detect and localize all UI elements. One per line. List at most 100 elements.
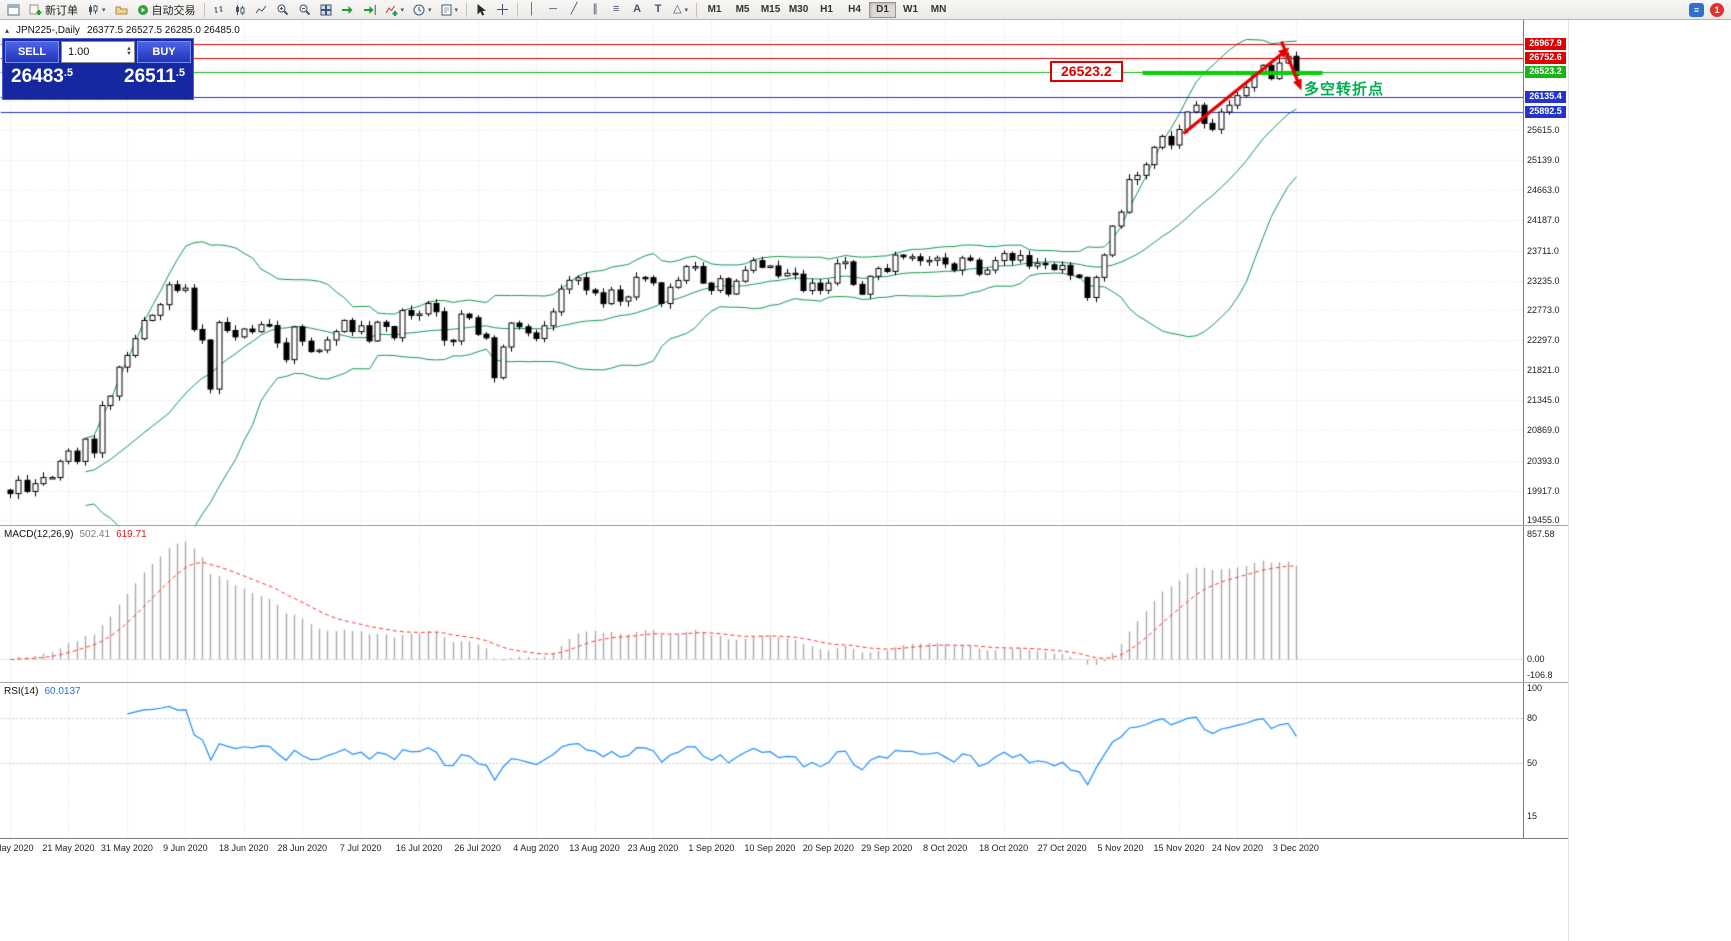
one-click-trading-panel: SELL 1.00 ▲ ▼ BUY 26483.5 26511.5	[2, 38, 194, 100]
autotrading-button[interactable]: 自动交易	[133, 1, 200, 19]
time-tick-label: 23 Aug 2020	[627, 843, 679, 853]
new-order-icon	[29, 4, 42, 15]
vertical-line-button[interactable]: │	[522, 1, 542, 19]
zoom-out-button[interactable]	[294, 1, 315, 19]
timeframe-h1-button[interactable]: H1	[813, 2, 840, 18]
time-axis[interactable]: 2 May 2020 21 May 2020 31 May 2020 9 Jun 20…	[0, 838, 1568, 858]
volume-down-icon[interactable]: ▼	[126, 51, 132, 57]
rsi-panel-separator[interactable]	[0, 682, 1568, 683]
timeframe-m30-button[interactable]: M30	[785, 2, 812, 18]
sell-button[interactable]: SELL	[5, 41, 59, 63]
time-tick-label: 31 May 2020	[100, 843, 153, 853]
timeframe-w1-button[interactable]: W1	[897, 2, 924, 18]
time-tick-label: 13 Aug 2020	[569, 843, 620, 853]
chevron-down-icon: ▾	[400, 6, 405, 14]
toolbar-separator	[203, 2, 205, 17]
cursor-button[interactable]	[471, 1, 491, 19]
clock-icon	[413, 4, 425, 15]
periods-button[interactable]: ▾	[409, 1, 436, 19]
macd-signal-value: 619.71	[116, 529, 147, 540]
time-tick-label: 8 Oct 2020	[923, 843, 968, 853]
chart-title: ▴ JPN225-,Daily 26377.5 26527.5 26285.0 …	[5, 25, 240, 36]
macd-main-value: 502.41	[79, 529, 111, 540]
price-tick-label: 23235.0	[1527, 275, 1560, 286]
volume-up-icon[interactable]: ▲	[126, 46, 132, 52]
bar-chart-icon	[214, 5, 223, 13]
price-tick-label: 20869.0	[1527, 425, 1560, 436]
timeframe-m15-button[interactable]: M15	[757, 2, 784, 18]
time-tick-label: 18 Oct 2020	[979, 843, 1029, 853]
price-tick-label: 22297.0	[1527, 335, 1560, 346]
ohlc-values: 26377.5 26527.5 26285.0 26485.0	[86, 25, 240, 36]
time-tick-label: 27 Oct 2020	[1037, 843, 1087, 853]
time-tick-label: 15 Nov 2020	[1153, 843, 1205, 853]
templates-button[interactable]: ▾	[437, 1, 463, 19]
zoom-in-button[interactable]	[272, 1, 293, 19]
price-chart-canvas[interactable]	[0, 20, 1523, 838]
time-tick-label: 16 Jul 2020	[395, 843, 443, 853]
trendline-button[interactable]: ╱	[564, 1, 584, 19]
auto-scroll-button[interactable]	[337, 1, 358, 19]
charts-menu-button[interactable]: ▾	[83, 1, 110, 19]
zoom-out-icon	[299, 4, 310, 16]
timeframe-d1-button[interactable]: D1	[869, 1, 897, 18]
profiles-button[interactable]	[111, 1, 132, 19]
cursor-icon	[477, 4, 487, 16]
workspace-empty-area	[1568, 20, 1731, 941]
price-tick-label: 25615.0	[1527, 124, 1560, 135]
bar-chart-button[interactable]	[209, 1, 229, 19]
time-tick-label: 10 Sep 2020	[744, 843, 796, 853]
horizontal-line-button[interactable]: ─	[543, 1, 563, 19]
macd-tick-label: -106.8	[1527, 669, 1553, 680]
price-tick-label: 23711.0	[1527, 245, 1559, 256]
notification-badge[interactable]: 1	[1710, 2, 1724, 17]
price-tick-label: 21345.0	[1527, 395, 1560, 406]
price-axis-border	[1523, 20, 1524, 858]
new-order-button[interactable]: 新订单	[25, 1, 82, 19]
autotrading-label: 自动交易	[151, 4, 196, 17]
line-chart-icon	[255, 5, 266, 13]
zoom-in-icon	[277, 4, 288, 16]
turning-point-annotation[interactable]: 多空转折点	[1304, 81, 1385, 98]
fibonacci-button[interactable]: ≡	[606, 1, 626, 19]
candlestick-chart-button[interactable]	[230, 1, 250, 19]
macd-panel-separator[interactable]	[0, 525, 1568, 526]
workspace: ▴ JPN225-,Daily 26377.5 26527.5 26285.0 …	[0, 20, 1731, 941]
autotrading-play-icon	[137, 4, 148, 15]
crosshair-button[interactable]	[492, 1, 513, 19]
time-tick-label: 5 Nov 2020	[1097, 843, 1144, 853]
indicators-button[interactable]: ▾	[381, 1, 409, 19]
price-level-label: 26752.6	[1525, 51, 1566, 64]
window-icon	[7, 4, 20, 15]
shapes-button[interactable]: △ ▾	[669, 1, 692, 19]
chart-window: ▴ JPN225-,Daily 26377.5 26527.5 26285.0 …	[0, 20, 1568, 878]
indicators-icon	[385, 5, 398, 16]
channel-button[interactable]: ∥	[585, 1, 605, 19]
support-price-annotation[interactable]: 26523.2	[1050, 61, 1123, 82]
timeframe-mn-button[interactable]: MN	[925, 2, 952, 18]
tile-windows-button[interactable]	[316, 1, 336, 19]
price-tick-label: 21821.0	[1527, 365, 1560, 376]
toolbar-separator	[696, 2, 698, 17]
text-label-button[interactable]: T	[648, 1, 668, 19]
horizontal-line-icon: ─	[549, 3, 557, 15]
volume-spinner[interactable]: ▲ ▼	[126, 46, 132, 57]
chart-shift-button[interactable]	[359, 1, 380, 19]
line-chart-button[interactable]	[251, 1, 271, 19]
new-chart-button[interactable]	[3, 1, 24, 19]
panels-icon[interactable]: ≡	[1689, 2, 1704, 17]
timeframe-m5-button[interactable]: M5	[729, 2, 756, 18]
volume-field[interactable]: 1.00 ▲ ▼	[61, 41, 135, 63]
price-level-label: 26523.2	[1525, 66, 1566, 79]
text-button[interactable]: A	[627, 1, 647, 19]
time-tick-label: 26 Jul 2020	[454, 843, 501, 853]
timeframe-m1-button[interactable]: M1	[701, 2, 728, 18]
candlestick-icon	[89, 4, 98, 15]
timeframe-h4-button[interactable]: H4	[841, 2, 868, 18]
rsi-tick-label: 80	[1527, 713, 1538, 723]
new-order-label: 新订单	[45, 4, 78, 17]
oct-collapse-icon[interactable]: ▴	[5, 26, 10, 35]
buy-button[interactable]: BUY	[137, 41, 191, 63]
main-toolbar: 新订单 ▾ 自动交易	[0, 0, 1731, 20]
